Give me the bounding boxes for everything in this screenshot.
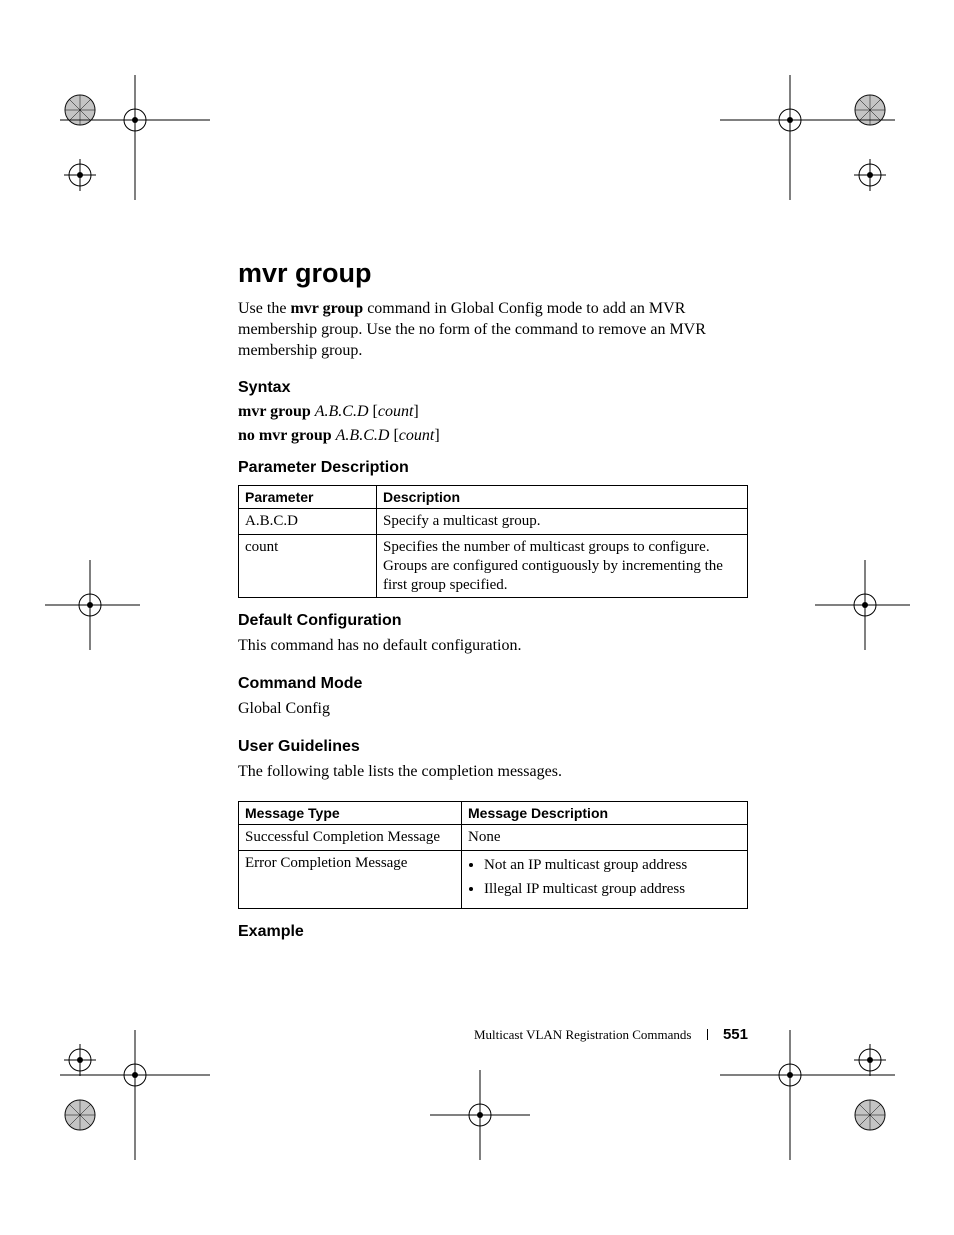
param-header-description: Description [377, 486, 748, 509]
list-item: Not an IP multicast group address [484, 856, 741, 875]
param-desc-heading: Parameter Description [238, 459, 748, 477]
example-heading: Example [238, 923, 748, 941]
syntax1-arg2: count [378, 403, 414, 420]
intro-bold: mvr group [290, 300, 363, 317]
table-row: Successful Completion Message None [239, 824, 748, 850]
user-guidelines-heading: User Guidelines [238, 738, 748, 756]
messages-table: Message Type Message Description Success… [238, 801, 748, 909]
msg-cell: Successful Completion Message [239, 824, 462, 850]
msg-cell: None [462, 824, 748, 850]
user-guidelines-text: The following table lists the completion… [238, 762, 748, 783]
table-row: A.B.C.D Specify a multicast group. [239, 509, 748, 535]
page-footer: Multicast VLAN Registration Commands 551 [238, 1026, 748, 1043]
command-title: mvr group [238, 258, 748, 289]
syntax2-arg1: A.B.C.D [336, 427, 390, 444]
table-row: count Specifies the number of multicast … [239, 535, 748, 598]
param-cell: Specifies the number of multicast groups… [377, 535, 748, 598]
param-header-parameter: Parameter [239, 486, 377, 509]
param-cell: count [239, 535, 377, 598]
table-header-row: Message Type Message Description [239, 801, 748, 824]
default-config-heading: Default Configuration [238, 612, 748, 630]
footer-separator [707, 1029, 708, 1040]
syntax2-arg2: count [399, 427, 435, 444]
syntax1-arg1: A.B.C.D [315, 403, 369, 420]
intro-text: Use the mvr group command in Global Conf… [238, 299, 748, 361]
table-header-row: Parameter Description [239, 486, 748, 509]
command-mode-text: Global Config [238, 699, 748, 720]
footer-chapter: Multicast VLAN Registration Commands [474, 1027, 692, 1042]
param-cell: Specify a multicast group. [377, 509, 748, 535]
default-config-text: This command has no default configuratio… [238, 636, 748, 657]
syntax1-bold: mvr group [238, 403, 311, 420]
syntax2-bold: no mvr group [238, 427, 332, 444]
parameter-table: Parameter Description A.B.C.D Specify a … [238, 485, 748, 598]
page-content: mvr group Use the mvr group command in G… [238, 258, 748, 947]
param-cell: A.B.C.D [239, 509, 377, 535]
msg-cell: Not an IP multicast group address Illega… [462, 850, 748, 909]
table-row: Error Completion Message Not an IP multi… [239, 850, 748, 909]
syntax-line-2: no mvr group A.B.C.D [count] [238, 427, 748, 445]
footer-page-number: 551 [723, 1026, 748, 1043]
msg-header-desc: Message Description [462, 801, 748, 824]
msg-header-type: Message Type [239, 801, 462, 824]
command-mode-heading: Command Mode [238, 675, 748, 693]
syntax-heading: Syntax [238, 379, 748, 397]
msg-cell: Error Completion Message [239, 850, 462, 909]
error-msg-list: Not an IP multicast group address Illega… [468, 856, 741, 900]
list-item: Illegal IP multicast group address [484, 880, 741, 899]
syntax-line-1: mvr group A.B.C.D [count] [238, 403, 748, 421]
